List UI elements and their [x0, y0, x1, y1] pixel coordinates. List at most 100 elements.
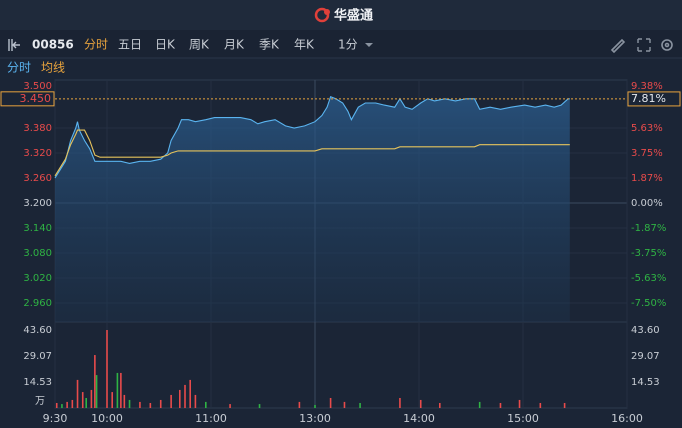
volume-bar [139, 401, 141, 408]
volume-bar [61, 404, 63, 408]
period-tab[interactable]: 年K [294, 38, 315, 52]
volume-tick-label-right: 14.53 [631, 377, 660, 388]
volume-bar [149, 402, 152, 408]
volume-bar [85, 397, 87, 408]
y-tick-label: 3.500 [23, 81, 52, 92]
volume-bar [111, 392, 113, 408]
edit-icon[interactable] [610, 38, 626, 54]
settings-icon[interactable] [661, 39, 673, 51]
volume-tick-label: 43.60 [23, 325, 52, 336]
dropdown-caret[interactable] [365, 43, 373, 47]
volume-bar [229, 404, 231, 408]
volume-bar [123, 394, 126, 408]
x-tick-label: 9:30 [43, 412, 68, 425]
y2-tick-label: -5.63% [631, 273, 666, 284]
y-tick-label: 2.960 [23, 298, 52, 309]
volume-bar [120, 372, 122, 408]
volume-bar [170, 394, 172, 408]
toolbar [0, 30, 682, 58]
volume-bar [419, 399, 422, 408]
volume-bar [298, 401, 301, 408]
volume-bar [205, 401, 207, 408]
top-bar [0, 0, 682, 30]
volume-bar [106, 330, 108, 408]
y-tick-label: 3.320 [23, 148, 52, 159]
volume-bar [258, 404, 261, 408]
y2-tick-label: -1.87% [631, 223, 666, 234]
volume-tick-label: 29.07 [23, 351, 52, 362]
volume-bar [116, 372, 119, 408]
expand-icon[interactable] [637, 38, 651, 52]
x-tick-label: 16:00 [611, 412, 643, 425]
volume-bar [314, 404, 316, 408]
period-tab[interactable]: 周K [189, 38, 210, 52]
volume-bar [189, 379, 191, 408]
volume-bar [194, 394, 197, 408]
volume-bar [478, 401, 481, 408]
volume-bar [76, 379, 79, 408]
volume-bar [159, 399, 162, 408]
last-change-label: 7.81% [631, 92, 666, 105]
y2-tick-label: 9.38% [631, 81, 663, 92]
y2-tick-label: 3.75% [631, 148, 663, 159]
volume-bar [499, 402, 502, 408]
x-tick-label: 14:00 [403, 412, 435, 425]
volume-bar [329, 397, 332, 408]
average-line [54, 129, 570, 177]
volume-bar [439, 402, 441, 408]
x-tick-label: 15:00 [507, 412, 539, 425]
y-tick-label: 3.140 [23, 223, 52, 234]
y-tick-label: 3.200 [23, 198, 52, 209]
volume-tick-label-right: 29.07 [631, 351, 660, 362]
volume-bar [359, 402, 361, 408]
y2-tick-label: -3.75% [631, 248, 666, 259]
price-area [55, 96, 570, 322]
last-price-box [0, 91, 55, 107]
volume-bar [66, 401, 68, 408]
period-tab[interactable]: 月K [224, 38, 245, 52]
volume-tick-label-right: 43.60 [631, 325, 660, 336]
volume-bar [94, 355, 96, 408]
volume-bar [90, 389, 93, 408]
period-tab[interactable]: 五日 [118, 38, 142, 52]
x-tick-label: 11:00 [195, 412, 227, 425]
legend-entry: 均线 [41, 61, 65, 75]
y-tick-label: 3.080 [23, 248, 52, 259]
y-tick-label: 3.380 [23, 123, 52, 134]
last-change-box [627, 91, 681, 107]
volume-bar [128, 399, 131, 408]
volume-bar [539, 402, 542, 408]
last-price-label: 3.450 [20, 92, 52, 105]
volume-bar [95, 375, 98, 408]
x-tick-label: 13:00 [299, 412, 331, 425]
logo [314, 7, 330, 23]
period-tab[interactable]: 分时 [84, 38, 108, 52]
volume-tick-label: 14.53 [23, 377, 52, 388]
y-tick-label: 3.020 [23, 273, 52, 284]
y2-tick-label: 1.87% [631, 173, 663, 184]
volume-bar [71, 399, 74, 408]
volume-bar [518, 399, 521, 408]
volume-unit: 万 [35, 396, 45, 407]
x-tick-label: 10:00 [91, 412, 123, 425]
back-icon[interactable] [8, 39, 20, 51]
interval-selector[interactable]: 1分 [338, 38, 358, 52]
y2-tick-label: 0.00% [631, 198, 663, 209]
price-line [54, 95, 570, 179]
volume-panel [54, 321, 628, 409]
y2-tick-label: 5.63% [631, 123, 663, 134]
legend-entry: 分时 [7, 61, 31, 75]
volume-bar [184, 384, 186, 408]
period-tab[interactable]: 日K [155, 38, 176, 52]
volume-bar [343, 401, 346, 408]
volume-bar [399, 397, 401, 408]
stock-code: 00856 [32, 38, 74, 52]
volume-bar [179, 389, 181, 408]
y-tick-label: 3.260 [23, 173, 52, 184]
volume-bar [55, 402, 58, 408]
volume-bar [81, 392, 84, 408]
period-tab[interactable]: 季K [259, 38, 280, 52]
app-title: 华盛通 [334, 8, 373, 24]
volume-bar [563, 402, 566, 408]
